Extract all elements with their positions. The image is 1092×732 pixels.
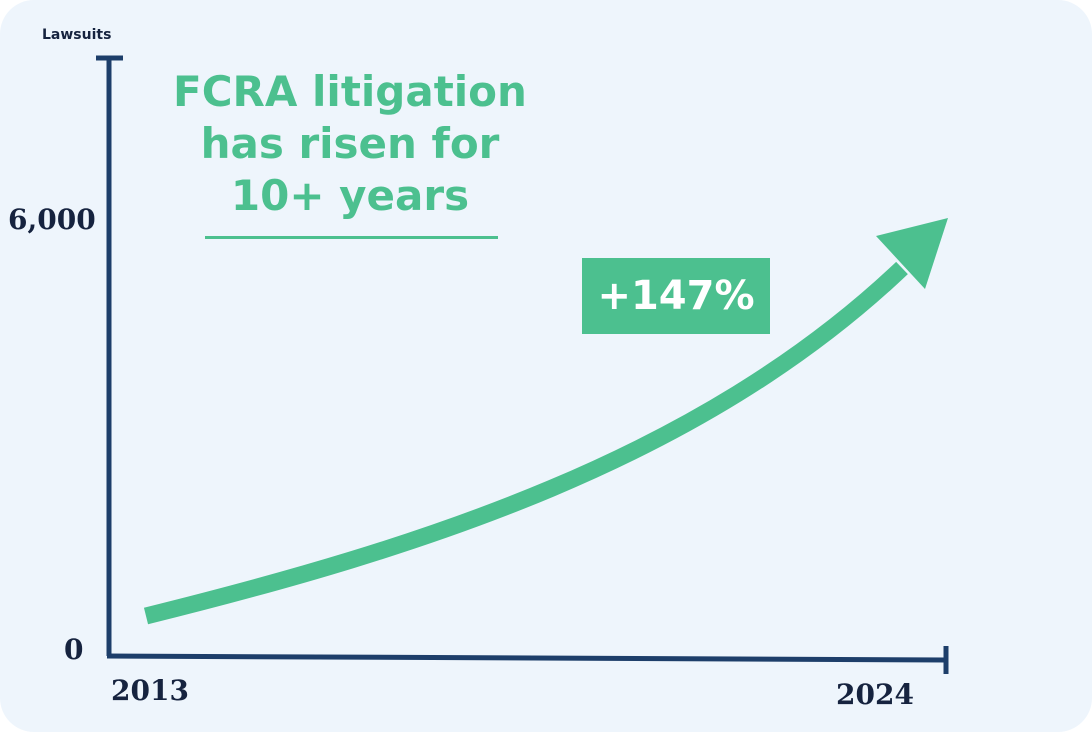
headline-line-2: has risen for [200,119,500,168]
y-tick-label-min: 0 [64,633,84,666]
y-tick-label-max: 6,000 [8,203,96,236]
headline-underline [205,236,498,239]
headline-line-1: FCRA litigation [173,67,527,116]
chart-headline: FCRA litigation has risen for 10+ years [150,66,550,222]
y-axis-label: Lawsuits [42,27,112,43]
headline-line-3: 10+ years [230,171,470,220]
x-axis [106,646,949,674]
x-tick-label-end: 2024 [836,678,914,711]
trend-arrow-line [143,261,908,625]
growth-badge: +147% [582,258,770,334]
x-tick-label-start: 2013 [111,674,189,707]
trend-arrow-head [876,218,948,289]
y-axis [96,55,123,656]
